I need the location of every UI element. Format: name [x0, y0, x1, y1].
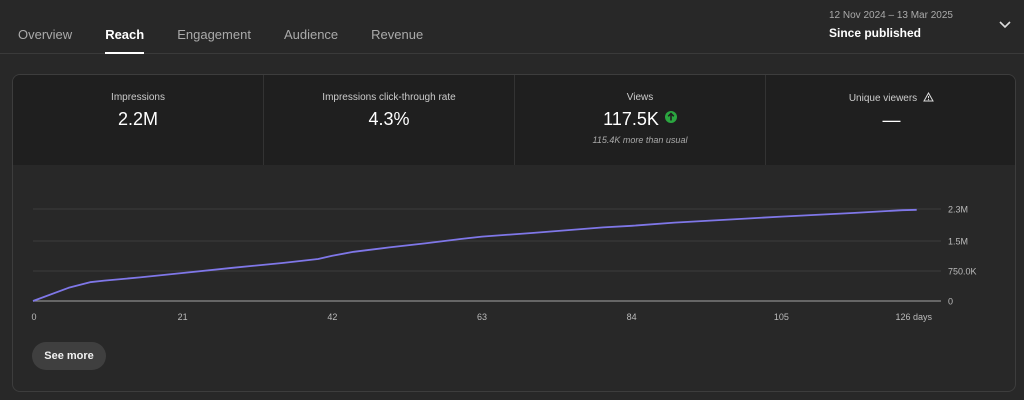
date-range-dates: 12 Nov 2024 – 13 Mar 2025 [829, 10, 953, 21]
tab-revenue[interactable]: Revenue [371, 27, 424, 42]
top-bar: Overview Reach Engagement Audience Reven… [0, 0, 1024, 54]
metric-value: 4.3% [368, 109, 410, 129]
metric-value: 2.2M [117, 109, 159, 129]
metric-unique-viewers[interactable]: Unique viewers — [766, 75, 1015, 165]
date-range-selector[interactable]: 12 Nov 2024 – 13 Mar 2025 Since publishe… [829, 10, 1014, 46]
metric-value: 117.5K [603, 109, 659, 129]
metric-value: — [882, 110, 901, 130]
metrics-row: Impressions 2.2M Impressions click-throu… [13, 75, 1015, 165]
see-more-button[interactable]: See more [32, 342, 106, 370]
tab-bar: Overview Reach Engagement Audience Reven… [18, 0, 456, 54]
arrow-up-icon [664, 111, 677, 123]
reach-card: Impressions 2.2M Impressions click-throu… [12, 74, 1016, 392]
metric-label: Views [626, 92, 654, 103]
metric-label: Impressions [111, 92, 165, 103]
tab-audience[interactable]: Audience [283, 27, 339, 42]
metric-label: Unique viewers [848, 93, 918, 104]
metric-ctr[interactable]: Impressions click-through rate 4.3% [264, 75, 515, 165]
metric-subtext: 115.4K more than usual [592, 135, 688, 145]
metric-views[interactable]: Views 117.5K 115.4K more than usual [515, 75, 766, 165]
metric-label: Impressions click-through rate [322, 92, 456, 103]
chevron-down-icon [999, 21, 1011, 29]
tab-engagement[interactable]: Engagement [177, 27, 251, 42]
tab-overview[interactable]: Overview [18, 27, 73, 42]
warning-icon [923, 92, 935, 102]
date-range-label: Since published [829, 26, 922, 40]
metric-value-row: 117.5K [515, 108, 765, 130]
metric-impressions[interactable]: Impressions 2.2M [13, 75, 264, 165]
metric-label-row: Unique viewers [766, 92, 1015, 105]
tab-reach[interactable]: Reach [105, 0, 145, 54]
